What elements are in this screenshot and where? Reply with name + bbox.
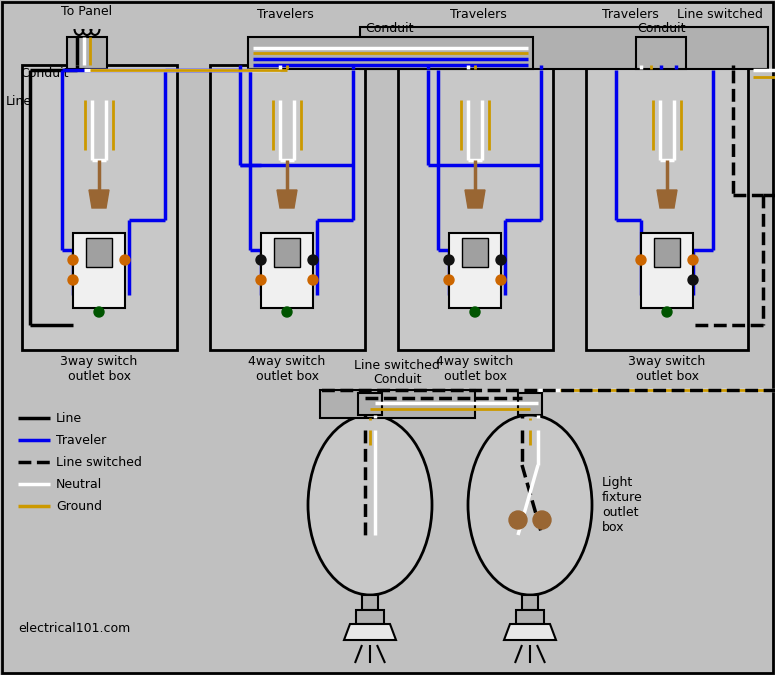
Bar — [356, 610, 384, 624]
Text: Neutral: Neutral — [56, 477, 102, 491]
Ellipse shape — [468, 415, 592, 595]
Text: electrical101.com: electrical101.com — [18, 622, 130, 635]
Bar — [248, 37, 533, 69]
Circle shape — [308, 255, 318, 265]
Circle shape — [688, 255, 698, 265]
Circle shape — [68, 255, 78, 265]
Bar — [274, 238, 300, 267]
Text: 4way switch
outlet box: 4way switch outlet box — [436, 355, 514, 383]
Text: Line switched: Line switched — [677, 8, 763, 21]
Circle shape — [282, 307, 292, 317]
Bar — [636, 37, 686, 69]
Polygon shape — [657, 190, 677, 208]
Bar — [67, 37, 107, 69]
Bar — [22, 65, 177, 350]
Bar — [73, 233, 125, 308]
Ellipse shape — [308, 415, 432, 595]
Bar — [522, 595, 538, 610]
Circle shape — [688, 275, 698, 285]
Bar — [641, 233, 693, 308]
Text: To Panel: To Panel — [61, 5, 112, 18]
Bar — [586, 65, 748, 350]
Polygon shape — [465, 190, 485, 208]
Circle shape — [533, 511, 551, 529]
Circle shape — [68, 275, 78, 285]
Text: 3way switch
outlet box: 3way switch outlet box — [629, 355, 705, 383]
Circle shape — [496, 255, 506, 265]
Text: Travelers: Travelers — [449, 8, 506, 21]
Bar — [360, 27, 768, 69]
Bar — [358, 393, 382, 415]
Bar — [86, 238, 112, 267]
Text: Traveler: Traveler — [56, 433, 106, 446]
Polygon shape — [504, 624, 556, 640]
Text: Line: Line — [6, 95, 32, 108]
Bar — [449, 233, 501, 308]
Circle shape — [120, 255, 130, 265]
Text: 3way switch
outlet box: 3way switch outlet box — [60, 355, 138, 383]
Bar — [398, 65, 553, 350]
Circle shape — [636, 255, 646, 265]
Circle shape — [444, 275, 454, 285]
Text: Travelers: Travelers — [257, 8, 313, 21]
Circle shape — [256, 275, 266, 285]
Bar — [516, 610, 544, 624]
Bar — [362, 595, 378, 610]
Text: Conduit: Conduit — [373, 373, 422, 386]
Text: 4way switch
outlet box: 4way switch outlet box — [248, 355, 326, 383]
Polygon shape — [277, 190, 297, 208]
Circle shape — [256, 255, 266, 265]
Text: Conduit: Conduit — [366, 22, 415, 35]
Bar — [462, 238, 488, 267]
Bar — [654, 238, 680, 267]
Polygon shape — [344, 624, 396, 640]
Circle shape — [496, 275, 506, 285]
Bar — [210, 65, 365, 350]
Text: Light
fixture
outlet
box: Light fixture outlet box — [602, 476, 642, 534]
Circle shape — [662, 307, 672, 317]
Bar — [320, 390, 475, 418]
Circle shape — [308, 275, 318, 285]
Text: Conduit: Conduit — [20, 67, 68, 80]
Circle shape — [94, 307, 104, 317]
Text: Ground: Ground — [56, 500, 102, 512]
Text: Line: Line — [56, 412, 82, 425]
Bar — [518, 393, 542, 415]
Bar — [261, 233, 313, 308]
Circle shape — [509, 511, 527, 529]
Text: Line switched: Line switched — [56, 456, 142, 468]
Text: Conduit: Conduit — [637, 22, 685, 35]
Text: Line switched: Line switched — [354, 359, 440, 372]
Polygon shape — [89, 190, 109, 208]
Text: Travelers: Travelers — [601, 8, 659, 21]
Circle shape — [470, 307, 480, 317]
Circle shape — [444, 255, 454, 265]
